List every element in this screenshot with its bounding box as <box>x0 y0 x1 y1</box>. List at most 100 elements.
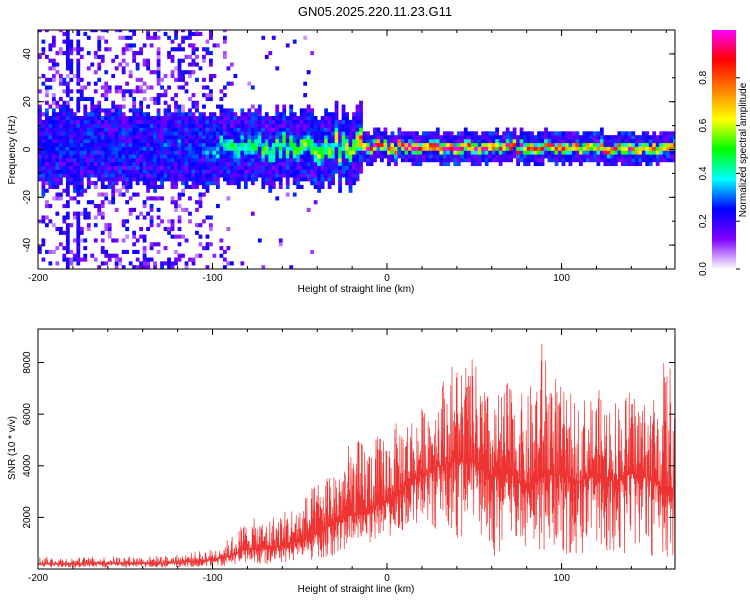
spectrogram-cell <box>55 211 60 216</box>
spectrogram-cell <box>125 127 130 132</box>
spectrogram-cell <box>216 173 220 178</box>
spectrogram-cell <box>275 169 280 174</box>
spectrogram-cell <box>167 123 171 128</box>
spectrogram-cell <box>648 142 653 147</box>
spectrogram-cell <box>292 119 297 124</box>
spectrogram-cell <box>212 127 217 132</box>
spectrogram-cell <box>170 234 175 239</box>
spectrogram-cell <box>589 142 594 147</box>
spectrogram-cell <box>264 146 269 151</box>
spectrogram-cell <box>79 188 84 193</box>
spectrogram-cell <box>331 161 335 167</box>
spectrogram-cells <box>38 30 675 269</box>
spectrogram-cell <box>38 158 42 163</box>
spectrogram-cell <box>177 154 182 159</box>
spectrogram-cell <box>142 116 147 121</box>
spectrogram-cell <box>177 135 182 140</box>
spectrogram-cell <box>58 146 63 151</box>
spectrogram-cell <box>303 127 308 132</box>
spectrogram-cell <box>118 85 123 90</box>
spectrogram-cell <box>153 96 157 102</box>
spectrogram-cell <box>191 257 196 262</box>
spectrogram-cell <box>222 85 227 90</box>
spectrogram-cell <box>118 119 123 124</box>
spectrogram-cell <box>516 161 520 167</box>
spectrogram-cell <box>491 146 496 151</box>
spectrogram-cell <box>146 150 150 155</box>
spectrogram-cell <box>533 161 538 167</box>
spectrogram-cell <box>97 154 102 159</box>
spectrogram-cell <box>90 123 95 128</box>
spectrogram-cell <box>544 127 548 132</box>
spectrogram-cell <box>146 211 150 216</box>
spectrogram-cell <box>156 154 161 159</box>
spectrogram-cell <box>456 158 461 163</box>
spectrogram-cell <box>613 138 618 144</box>
spectrogram-cell <box>48 66 53 71</box>
spectrogram-cell <box>620 154 625 159</box>
spectrogram-cell <box>610 135 615 140</box>
spectrogram-cell <box>296 177 301 182</box>
spectrogram-cell <box>114 150 119 155</box>
spectrogram-cell <box>613 158 618 163</box>
spectrogram-cell <box>111 146 116 151</box>
spectrogram-cell <box>128 184 133 189</box>
spectrogram-cell <box>38 142 42 147</box>
spectrogram-cell <box>216 135 220 140</box>
spectrogram-cell <box>44 89 49 94</box>
spectrogram-cell <box>69 165 74 170</box>
spectrogram-cell <box>170 47 175 52</box>
spectrogram-cell <box>306 116 311 121</box>
spectrogram-cell <box>502 138 507 144</box>
spectrogram-cell <box>638 150 643 155</box>
spectrogram-cell <box>341 127 346 132</box>
spectrogram-cell <box>292 192 297 197</box>
spectrogram-cell <box>226 150 231 155</box>
spectrogram-cell <box>93 51 98 56</box>
spectrogram-cell <box>181 77 185 82</box>
spectrogram-cell <box>167 119 171 124</box>
spectrogram-cell <box>202 169 206 174</box>
spectrogram-cell <box>303 81 308 86</box>
spectrogram-cell <box>299 108 304 113</box>
spectrogram-x-tick-label: -100 <box>203 273 223 284</box>
spectrogram-cell <box>38 161 42 167</box>
spectrogram-cell <box>589 154 594 159</box>
spectrogram-cell <box>338 150 342 155</box>
spectrogram-cell <box>83 142 88 147</box>
spectrogram-cell <box>188 35 192 40</box>
spectrogram-cell <box>495 150 500 155</box>
spectrogram-cell <box>219 104 224 109</box>
spectrogram-cell <box>254 127 259 132</box>
spectrogram-cell <box>278 238 283 243</box>
spectrogram-cell <box>348 181 353 186</box>
spectrogram-cell <box>345 165 349 170</box>
spectrogram-cell <box>401 146 405 151</box>
spectrogram-cell <box>97 35 102 40</box>
spectrogram-cell <box>100 200 105 205</box>
spectrogram-cell <box>51 96 56 102</box>
spectrogram-cell <box>163 138 168 144</box>
spectrogram-cell <box>645 161 650 167</box>
spectrogram-cell <box>146 177 150 182</box>
spectrogram-cell <box>188 135 192 140</box>
spectrogram-cell <box>366 142 370 147</box>
spectrogram-cell <box>345 131 349 136</box>
spectrogram-cell <box>257 161 262 167</box>
spectrogram-cell <box>271 135 276 140</box>
spectrogram-cell <box>673 131 675 136</box>
spectrogram-cell <box>243 161 248 167</box>
spectrogram-cell <box>387 138 391 144</box>
spectrogram-cell <box>142 150 147 155</box>
spectrogram-cell <box>467 131 472 136</box>
spectrogram-cell <box>303 119 308 124</box>
spectrogram-cell <box>285 165 290 170</box>
spectrogram-cell <box>65 39 70 44</box>
spectrogram-cell <box>261 146 266 151</box>
spectrogram-cell <box>233 181 238 186</box>
spectrogram-cell <box>320 127 325 132</box>
spectrogram-cell <box>132 158 137 163</box>
spectrogram-cell <box>240 116 245 121</box>
spectrogram-cell <box>181 207 185 212</box>
spectrogram-cell <box>401 138 405 144</box>
